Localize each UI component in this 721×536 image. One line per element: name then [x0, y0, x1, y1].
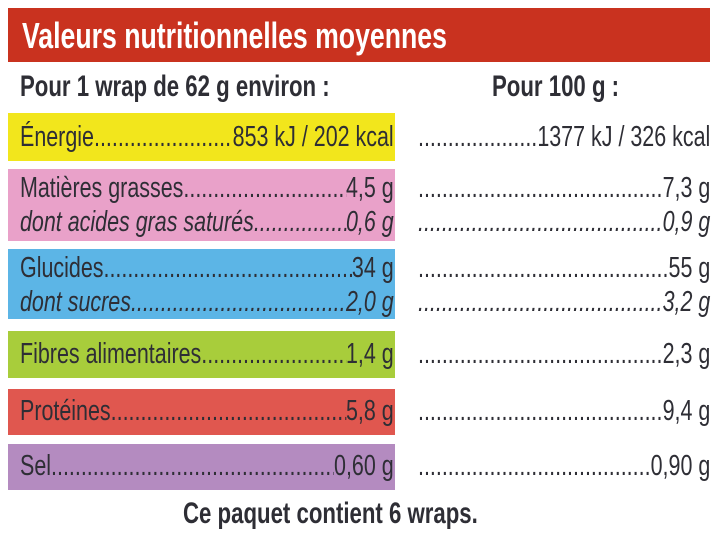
fibre-row: Fibres alimentaires1,4 g	[20, 337, 394, 371]
energy-per100: 1377 kJ / 326 kcal	[418, 120, 710, 154]
salt-row: Sel0,60 g	[20, 449, 394, 483]
protein-per100: 9,4 g	[418, 394, 711, 428]
energy-row: Énergie 853 kJ / 202 kcal	[20, 120, 394, 154]
carbs-per100: 55 g	[418, 251, 711, 285]
footer-note: Ce paquet contient 6 wraps.	[183, 497, 478, 530]
saturated-fat-per100: 0,9 g	[418, 205, 711, 239]
fat-row: Matières grasses4,5 g	[20, 171, 394, 205]
column-header-100g: Pour 100 g :	[492, 70, 620, 103]
salt-box: Sel0,60 g	[8, 444, 395, 490]
fat-per100: 7,3 g	[418, 171, 711, 205]
sugars-per100: 3,2 g	[418, 285, 711, 319]
sugars-row: dont sucres2,0 g	[20, 285, 394, 319]
carbs-row: Glucides34 g	[20, 251, 394, 285]
fibre-box: Fibres alimentaires1,4 g	[8, 331, 395, 378]
saturated-fat-row: dont acides gras saturés0,6 g	[20, 205, 394, 239]
column-header-portion: Pour 1 wrap de 62 g environ :	[20, 70, 330, 103]
fibre-per100: 2,3 g	[418, 337, 711, 371]
energy-box: Énergie 853 kJ / 202 kcal	[8, 113, 395, 161]
title-banner: Valeurs nutritionnelles moyennes	[8, 8, 710, 62]
protein-row: Protéines5,8 g	[20, 394, 394, 428]
title: Valeurs nutritionnelles moyennes	[22, 15, 447, 56]
protein-box: Protéines5,8 g	[8, 389, 395, 435]
carbs-box: Glucides34 g dont sucres2,0 g	[8, 249, 395, 319]
nutrient-label: Énergie	[20, 121, 94, 153]
portion-value: 853 kJ / 202 kcal	[232, 121, 394, 153]
fat-box: Matières grasses4,5 g dont acides gras s…	[8, 169, 395, 241]
salt-per100: 0,90 g	[418, 449, 711, 483]
